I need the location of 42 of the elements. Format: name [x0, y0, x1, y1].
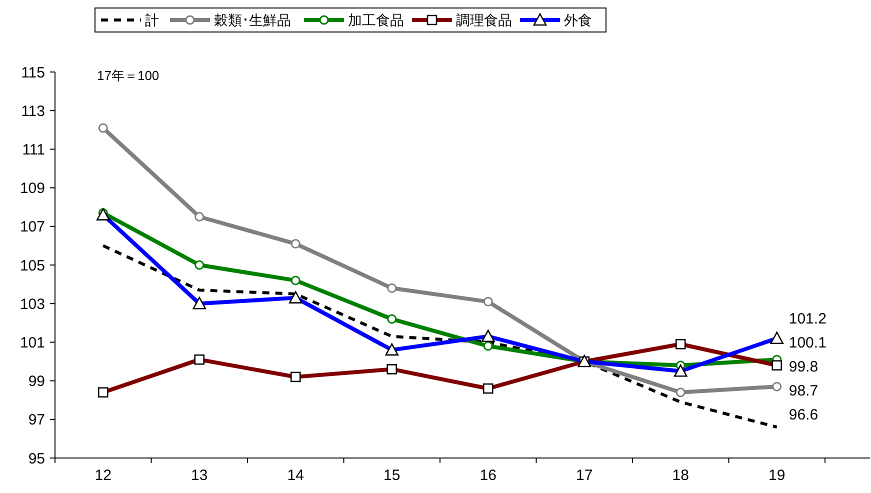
point — [387, 283, 397, 293]
x-tick-label: 19 — [768, 467, 786, 484]
annotation: 17年＝100 — [97, 68, 160, 83]
data-label: 101.2 — [788, 310, 826, 328]
y-tick-label: 105 — [20, 257, 45, 274]
legend-label: 計 — [145, 12, 159, 28]
point — [290, 276, 300, 286]
y-tick-label: 99 — [28, 373, 45, 390]
y-tick-label: 113 — [21, 102, 45, 120]
point — [387, 314, 397, 324]
x-tick-label: 18 — [672, 467, 689, 484]
y-tick-label: 97 — [28, 412, 45, 429]
point — [772, 382, 782, 392]
y-tick-label: 95 — [28, 450, 45, 468]
point — [290, 239, 300, 249]
line-series — [102, 244, 778, 429]
y-tick-label: 101 — [20, 334, 45, 352]
data-label: 99.8 — [788, 358, 818, 376]
point — [483, 341, 493, 351]
data-label: 96.6 — [788, 406, 818, 424]
legend-label: 加工食品 — [348, 12, 404, 28]
x-tick-label: 13 — [191, 467, 208, 484]
x-tick-label: 16 — [480, 467, 496, 484]
point — [676, 388, 686, 398]
point — [194, 260, 204, 270]
y-tick-label: 103 — [20, 296, 45, 313]
x-tick-label: 12 — [94, 467, 112, 484]
data-label: 98.7 — [788, 382, 818, 400]
y-tick-label: 107 — [20, 218, 45, 236]
legend-label: 外食 — [564, 12, 592, 28]
legend-label: 調理食品 — [456, 12, 512, 28]
y-tick-label: 115 — [21, 64, 45, 82]
data-label: 100.1 — [788, 334, 826, 352]
legend-label: 穀類･生鮮品 — [214, 12, 291, 28]
point — [483, 296, 493, 306]
point — [194, 212, 204, 222]
x-tick-label: 15 — [384, 467, 400, 484]
y-tick-label: 109 — [20, 180, 45, 198]
x-tick-label: 17 — [576, 467, 593, 484]
x-tick-label: 14 — [287, 467, 304, 484]
point — [98, 123, 108, 133]
y-tick-label: 111 — [22, 141, 45, 158]
